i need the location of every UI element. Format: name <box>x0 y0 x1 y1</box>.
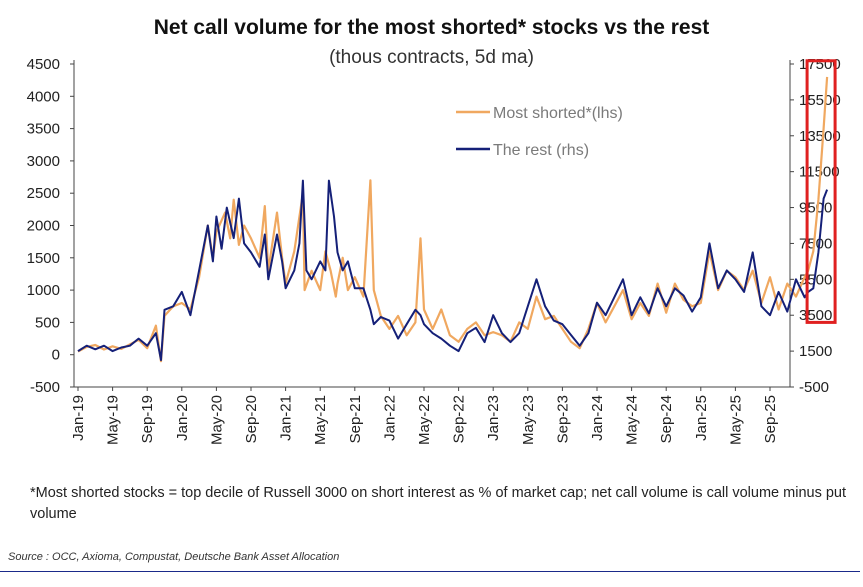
line-chart: -500 0 500 1000 1500 2000 2500 3000 3500 4000 4500… <box>27 56 841 445</box>
x-tick-label: May-23 <box>520 395 537 445</box>
y-left-tick-label: 3500 <box>27 121 60 138</box>
source-note: Source : OCC, Axioma, Compustat, Deutsch… <box>8 551 340 563</box>
y-left-tick-label: 2000 <box>27 218 60 235</box>
chart-legend: Most shorted*(lhs) The rest (rhs) <box>456 105 623 159</box>
x-tick-label: Jan-22 <box>381 395 398 441</box>
most-shorted-series-line <box>77 76 829 363</box>
source-divider <box>0 571 860 572</box>
y-left-tick-label: 4000 <box>27 88 60 105</box>
y-right-tick-label: 11500 <box>799 164 840 181</box>
x-tick-label: Jan-23 <box>485 395 502 441</box>
x-tick-label: Jan-19 <box>70 395 87 441</box>
chart-title: Net call volume for the most shorted* st… <box>153 16 710 39</box>
x-tick-label: Sep-19 <box>139 395 156 443</box>
y-left-tick-label: 1000 <box>27 282 60 299</box>
x-tick-label: May-22 <box>416 395 433 445</box>
y-right-tick-label: 15500 <box>799 92 841 109</box>
y-left-tick-label: -500 <box>30 379 60 396</box>
chart-highlight <box>805 59 837 324</box>
x-tick-label: Jan-24 <box>589 395 606 441</box>
x-tick-label: Jan-20 <box>174 395 191 441</box>
x-tick-label: Sep-22 <box>451 395 468 443</box>
y-left-tick-label: 500 <box>35 314 60 331</box>
x-tick-label: May-24 <box>624 395 641 445</box>
legend-label: The rest (rhs) <box>493 142 589 159</box>
y-right-tick-label: 1500 <box>799 343 832 360</box>
legend-label: Most shorted*(lhs) <box>493 105 623 122</box>
x-tick-label: May-25 <box>727 395 744 445</box>
y-left-tick-label: 1500 <box>27 250 60 267</box>
chart-axes: -500 0 500 1000 1500 2000 2500 3000 3500 4000 4500… <box>27 56 841 445</box>
x-tick-label: May-20 <box>208 395 225 445</box>
the-rest-series-line <box>77 179 829 362</box>
y-right-tick-label: 9500 <box>799 200 832 217</box>
x-tick-label: Jan-21 <box>278 395 295 441</box>
chart-series <box>77 76 829 363</box>
y-right-tick-label: 13500 <box>799 128 841 145</box>
x-tick-label: May-19 <box>105 395 122 445</box>
x-tick-label: Sep-21 <box>347 395 364 443</box>
x-tick-label: Sep-25 <box>762 395 779 443</box>
x-tick-label: Sep-23 <box>554 395 571 443</box>
x-tick-label: Sep-20 <box>243 395 260 443</box>
highlight-box <box>805 59 837 324</box>
y-right-tick-label: -500 <box>799 379 829 396</box>
y-left-tick-label: 0 <box>52 347 60 364</box>
chart-subtitle: (thous contracts, 5d ma) <box>329 47 534 68</box>
y-left-tick-label: 3000 <box>27 153 60 170</box>
y-left-tick-label: 2500 <box>27 185 60 202</box>
x-tick-label: Sep-24 <box>658 395 675 443</box>
y-left-tick-label: 4500 <box>27 56 60 73</box>
x-tick-label: Jan-25 <box>693 395 710 441</box>
chart-footnote: *Most shorted stocks = top decile of Rus… <box>30 485 847 522</box>
x-tick-label: May-21 <box>312 395 329 445</box>
